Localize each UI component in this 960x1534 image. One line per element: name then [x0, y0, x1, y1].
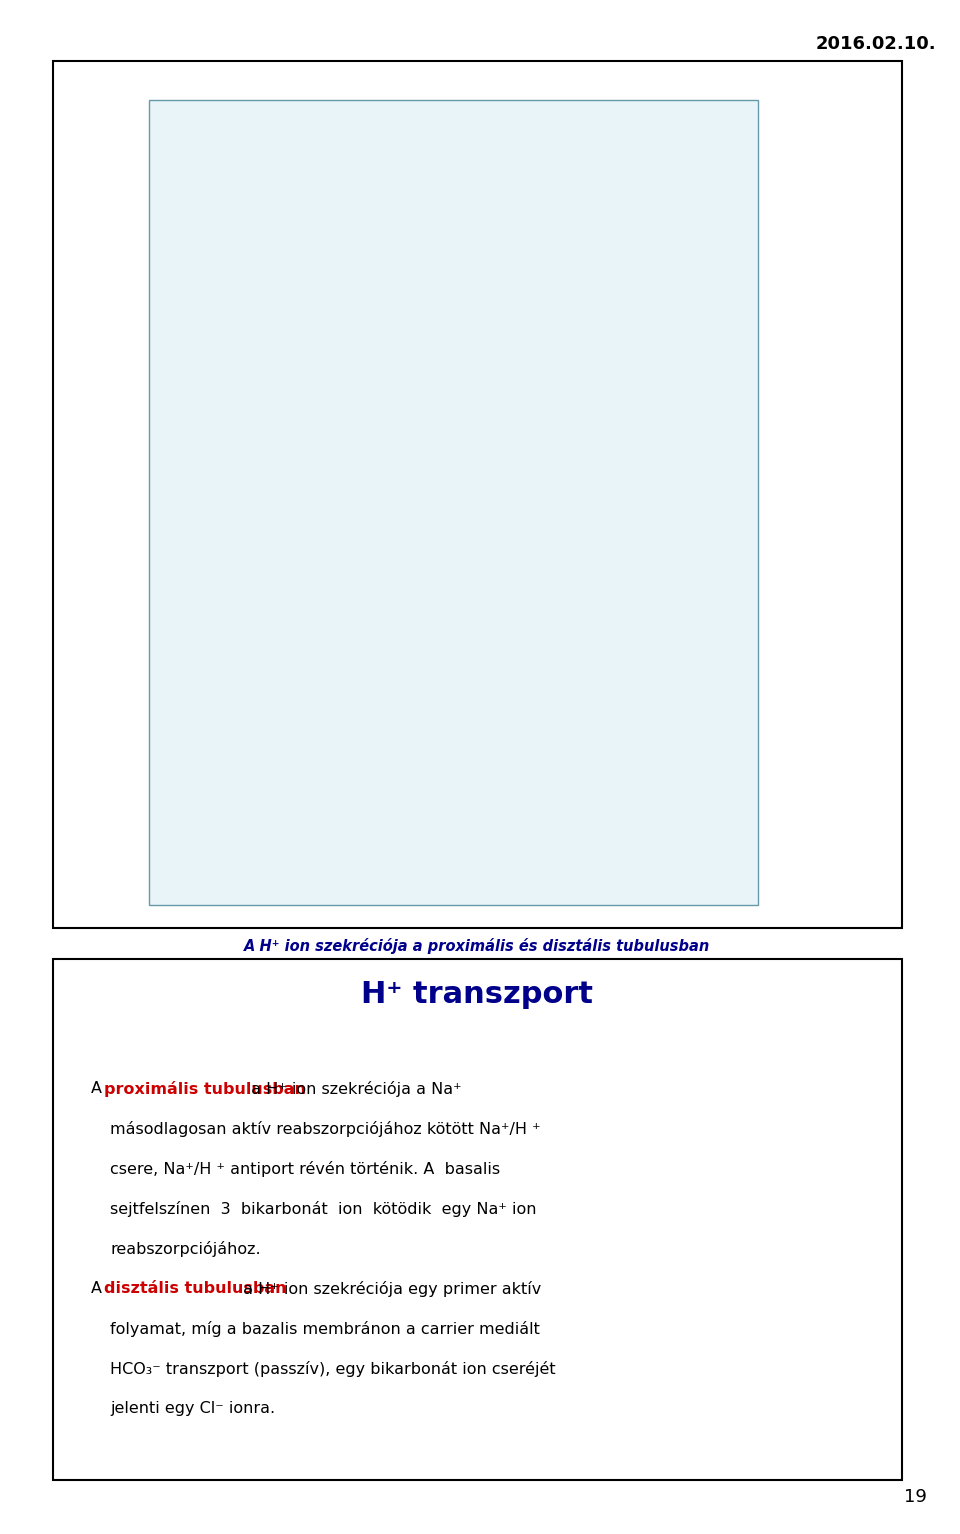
Text: A H⁺ ion szekréciója a proximális és disztális tubulusban: A H⁺ ion szekréciója a proximális és dis…	[244, 939, 710, 954]
Text: H₂O: H₂O	[421, 801, 437, 810]
Text: 2016.02.10.: 2016.02.10.	[815, 35, 936, 54]
Text: Metabolikus: Metabolikus	[290, 736, 336, 746]
Text: A: A	[91, 1081, 108, 1097]
Text: Metabolikus: Metabolikus	[290, 350, 336, 359]
Text: CO₂: CO₂	[518, 825, 535, 834]
Text: a H⁺ ion szekréciója egy primer aktív: a H⁺ ion szekréciója egy primer aktív	[238, 1281, 541, 1296]
Text: HCO₃⁻: HCO₃⁻	[399, 736, 423, 746]
Text: H₂CO₃: H₂CO₃	[394, 761, 417, 770]
Text: Na⁺: Na⁺	[318, 275, 333, 282]
Text: Na⁺: Na⁺	[428, 407, 443, 416]
Text: AKTÍV TRANSZPORT: AKTÍV TRANSZPORT	[533, 847, 619, 856]
Text: CO₂: CO₂	[165, 543, 181, 552]
Text: HCO₃⁻: HCO₃⁻	[576, 716, 602, 726]
Text: H₂O: H₂O	[428, 436, 443, 443]
Text: reakciók: reakciók	[298, 758, 329, 765]
Text: reakciók: reakciók	[298, 371, 329, 379]
Text: CO₂: CO₂	[165, 825, 181, 834]
Text: CO₂: CO₂	[392, 423, 406, 433]
Text: HCO₃⁻: HCO₃⁻	[405, 253, 429, 262]
Text: HCO₃⁻: HCO₃⁻	[588, 265, 614, 275]
Text: Cl⁻: Cl⁻	[429, 761, 441, 770]
Text: H⁺: H⁺	[161, 716, 173, 726]
Text: PERITUBULARIS TÉR: PERITUBULARIS TÉR	[588, 135, 679, 144]
Text: H⁺: H⁺	[320, 307, 331, 314]
Text: jelenti egy Cl⁻ ionra.: jelenti egy Cl⁻ ionra.	[110, 1401, 276, 1416]
Text: a H⁺ ion szekréciója a Na⁺: a H⁺ ion szekréciója a Na⁺	[246, 1081, 462, 1097]
Text: HCO₃⁻ transzport (passzív), egy bikarbonát ion cseréjét: HCO₃⁻ transzport (passzív), egy bikarbon…	[110, 1361, 556, 1376]
Text: Na⁺: Na⁺	[576, 407, 591, 416]
Text: Na⁺: Na⁺	[159, 275, 175, 282]
Text: C.A: C.A	[396, 785, 408, 795]
Text: A. PROXIMÁLIS TUBULUS: A. PROXIMÁLIS TUBULUS	[332, 112, 478, 121]
Text: disztális tubulusban: disztális tubulusban	[104, 1281, 286, 1296]
Text: H⁺: H⁺	[161, 307, 173, 314]
Text: H⁺: H⁺	[320, 716, 331, 726]
Text: A: A	[91, 1281, 108, 1296]
Text: proximális tubulusban: proximális tubulusban	[104, 1081, 305, 1097]
Text: sejtfelszínen  3  bikarbonát  ion  kötödik  egy Na⁺ ion: sejtfelszínen 3 bikarbonát ion kötödik e…	[110, 1201, 537, 1216]
Text: TUBULARIS LUMEN: TUBULARIS LUMEN	[180, 176, 265, 184]
Text: PASSZÍV TRANSZPORT: PASSZÍV TRANSZPORT	[533, 871, 629, 881]
Text: H₂CO₃: H₂CO₃	[405, 327, 428, 336]
Text: másodlagosan aktív reabszorpciójához kötött Na⁺/H ⁺: másodlagosan aktív reabszorpciójához köt…	[110, 1121, 541, 1137]
Text: 19: 19	[903, 1488, 926, 1506]
Text: csere, Na⁺/H ⁺ antiport révén történik. A  basalis: csere, Na⁺/H ⁺ antiport révén történik. …	[110, 1161, 500, 1177]
Text: CO₂: CO₂	[525, 560, 540, 569]
Text: CO₂: CO₂	[392, 801, 406, 810]
Text: C.A: C.A	[398, 374, 411, 384]
Text: folyamat, míg a bazalis membránon a carrier mediált: folyamat, míg a bazalis membránon a carr…	[110, 1321, 540, 1336]
Text: H⁺ transzport: H⁺ transzport	[361, 980, 593, 1008]
Text: 3HCO₃⁻: 3HCO₃⁻	[420, 295, 449, 304]
Text: Cl⁻: Cl⁻	[576, 749, 588, 758]
Text: reabszorpciójához.: reabszorpciójához.	[110, 1241, 261, 1256]
Text: B. DISTÁLIS NEFRON: B. DISTÁLIS NEFRON	[321, 675, 441, 686]
